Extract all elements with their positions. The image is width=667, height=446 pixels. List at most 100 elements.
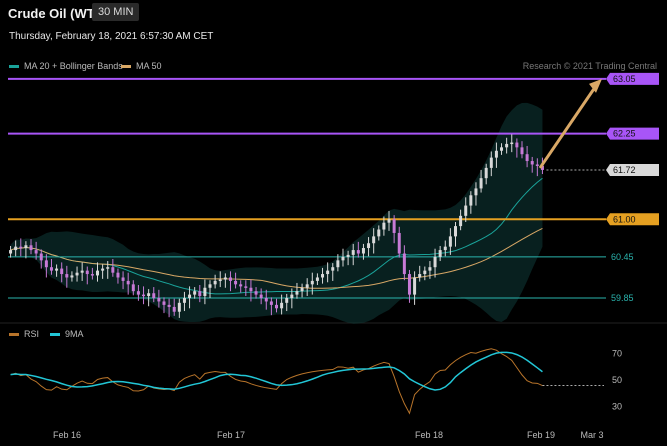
candle-body: [269, 301, 273, 305]
candle-body: [19, 246, 23, 249]
candle-body: [326, 270, 330, 275]
candle-body: [152, 293, 156, 299]
candle-body: [280, 302, 284, 309]
candle-body: [249, 287, 253, 292]
price-tag-bg: [606, 213, 659, 226]
price-tag-bg: [606, 163, 659, 176]
candle-body: [413, 277, 417, 295]
rsi-level-label: 30: [612, 402, 622, 412]
x-axis-label: Feb 17: [217, 430, 245, 440]
candle-body: [106, 267, 110, 269]
instrument-title: Crude Oil (WTI): [8, 6, 103, 21]
price-tag-61.72: 61.72: [606, 163, 659, 176]
legend-swatch: [9, 332, 19, 336]
candle-body: [295, 291, 299, 295]
rsi-level-label: 70: [612, 348, 622, 358]
research-credit: Research © 2021 Trading Central: [522, 61, 657, 71]
price-tag-text: 61.72: [613, 165, 636, 175]
price-tag-bg: [606, 72, 659, 85]
candle-body: [428, 267, 432, 271]
candle-body: [525, 154, 529, 162]
candle-body: [397, 232, 401, 254]
candle-body: [310, 280, 314, 285]
x-axis-label: Feb 16: [53, 430, 81, 440]
target-arrow-shaft: [538, 82, 600, 169]
candle-body: [96, 270, 99, 276]
candle-body: [244, 286, 248, 288]
legend-label: RSI: [24, 329, 40, 339]
legend-swatch: [50, 332, 60, 336]
candle-body: [535, 164, 539, 166]
candle-body: [341, 256, 345, 261]
candle-body: [367, 243, 371, 249]
candle-body: [228, 277, 232, 281]
candle-body: [331, 267, 335, 271]
candle-body: [162, 301, 166, 305]
legend-swatch: [9, 64, 19, 68]
candle-body: [300, 287, 304, 292]
candle-body: [259, 294, 263, 299]
candle-body: [510, 142, 514, 145]
candle-body: [34, 250, 38, 254]
candle-body: [49, 267, 53, 271]
candle-body: [423, 270, 427, 275]
price-tag-61.00: 61.00: [606, 213, 659, 226]
candle-body: [336, 260, 340, 268]
candle-body: [29, 245, 33, 251]
candle-body: [275, 304, 278, 309]
candle-body: [515, 142, 519, 148]
candle-body: [136, 291, 140, 295]
candle-body: [70, 275, 74, 278]
price-tag-59.85: 59.85: [611, 293, 634, 303]
legend-ma50: MA 50: [121, 61, 162, 71]
candle-body: [264, 298, 268, 302]
candle-body: [9, 250, 13, 254]
candle-body: [321, 274, 325, 278]
rsi-level-label: 50: [612, 375, 622, 385]
candle-body: [44, 260, 48, 268]
candle-body: [24, 245, 28, 249]
candle-body: [500, 147, 504, 151]
candle-body: [454, 226, 457, 237]
timeframe-button[interactable]: 30 MIN: [92, 3, 140, 21]
legend-swatch: [121, 64, 131, 68]
candle-body: [126, 280, 130, 285]
candle-body: [60, 268, 64, 275]
candle-body: [90, 274, 94, 276]
legend-ma20-bollinger: MA 20 + Bollinger Bands: [9, 61, 123, 71]
candle-body: [213, 280, 217, 285]
chart-datetime: Thursday, February 18, 2021 6:57:30 AM C…: [9, 31, 214, 42]
bollinger-band-fill: [10, 102, 543, 324]
candle-body: [218, 279, 222, 282]
candle-body: [208, 284, 212, 288]
candle-body: [203, 287, 207, 296]
legend-label: 9MA: [65, 329, 84, 339]
candle-body: [372, 236, 376, 244]
candle-body: [377, 229, 381, 237]
price-tag-text: 62.25: [613, 129, 636, 139]
candle-body: [116, 272, 120, 278]
candle-body: [469, 195, 473, 206]
price-tag-62.25: 62.25: [606, 127, 659, 140]
candle-body: [443, 246, 447, 251]
candle-body: [459, 215, 463, 227]
candle-body: [167, 304, 171, 307]
candle-body: [387, 219, 391, 223]
candle-body: [142, 294, 146, 297]
target-arrow-head: [589, 78, 602, 93]
candle-body: [121, 277, 125, 281]
candle-body: [382, 222, 386, 230]
candle-body: [198, 291, 202, 296]
price-tag-text: 59.85: [611, 293, 634, 303]
price-tag-text: 61.00: [613, 214, 636, 224]
candle-body: [55, 268, 59, 271]
candle-body: [147, 293, 151, 296]
candle-body: [356, 250, 360, 254]
candle-body: [188, 294, 192, 299]
candle-body: [448, 236, 452, 247]
candle-body: [305, 284, 309, 288]
candle-body: [65, 274, 69, 278]
candle-body: [540, 165, 544, 170]
candle-body: [484, 167, 488, 179]
